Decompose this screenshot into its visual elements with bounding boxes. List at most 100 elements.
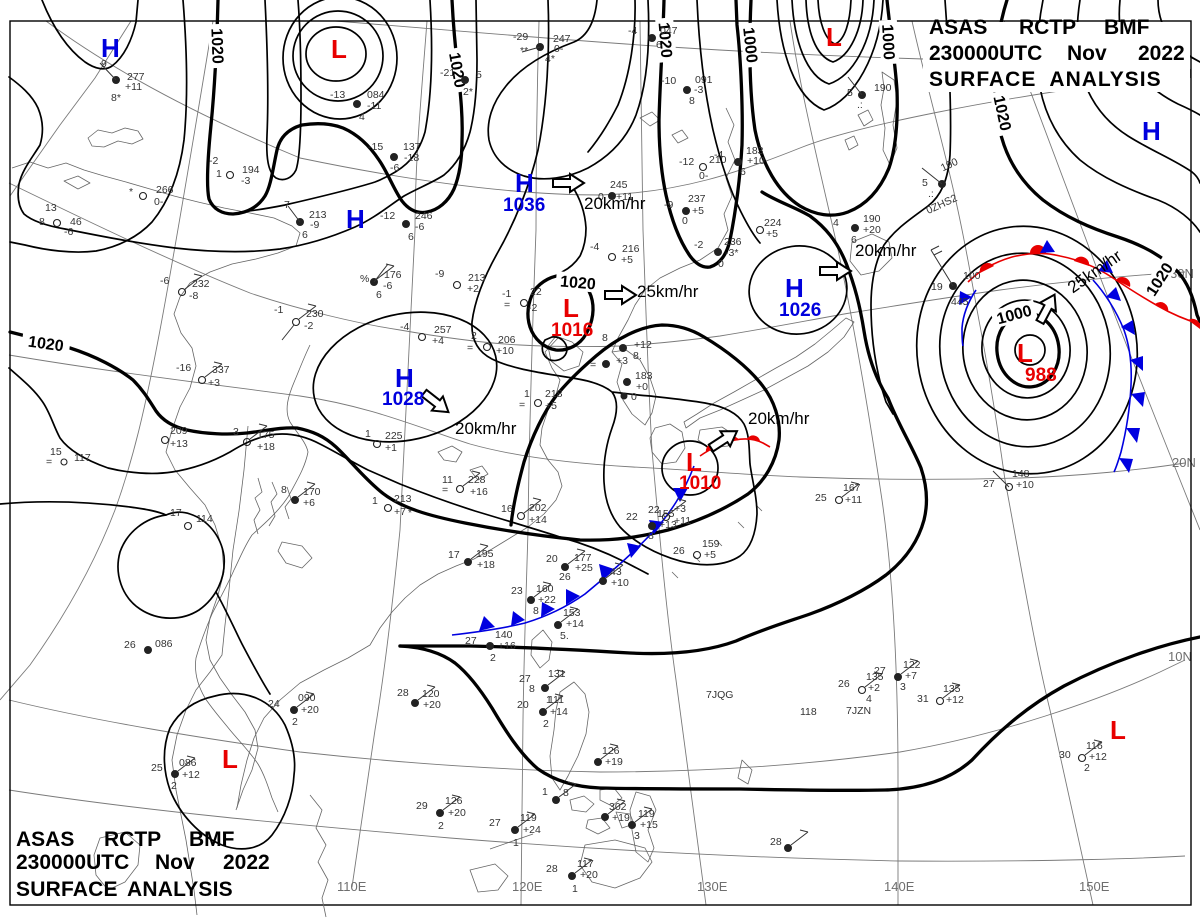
svg-text:8: 8 [563, 787, 569, 799]
svg-text:3: 3 [233, 426, 239, 438]
svg-text:-21: -21 [440, 67, 455, 79]
svg-text:090: 090 [298, 692, 316, 704]
svg-text:L: L [331, 34, 347, 64]
svg-text:194: 194 [242, 164, 260, 176]
svg-text:+3: +3 [208, 377, 220, 389]
svg-text:0: 0 [598, 191, 604, 203]
svg-text:L: L [1017, 338, 1033, 368]
svg-text:177: 177 [574, 552, 592, 564]
svg-text:445: 445 [951, 296, 969, 308]
svg-text:1: 1 [524, 388, 530, 400]
svg-text:120: 120 [422, 688, 440, 700]
svg-text:1020: 1020 [27, 334, 65, 356]
svg-text:27: 27 [489, 817, 501, 829]
svg-text:20km/hr: 20km/hr [748, 409, 810, 428]
svg-text:8*: 8* [111, 92, 121, 104]
svg-text:1026: 1026 [779, 300, 821, 321]
svg-text:*: * [129, 186, 133, 198]
svg-text:170: 170 [303, 486, 321, 498]
svg-text:175: 175 [257, 429, 275, 441]
svg-text:257: 257 [434, 324, 452, 336]
svg-text:28: 28 [397, 687, 409, 699]
svg-text:.:: .: [857, 99, 863, 111]
svg-text:131: 131 [548, 668, 566, 680]
svg-text:126: 126 [602, 745, 620, 757]
svg-text:+7: +7 [394, 506, 406, 518]
svg-text:213: 213 [468, 272, 486, 284]
svg-text:1036: 1036 [503, 195, 545, 216]
svg-text:SURFACE ANALYSIS: SURFACE ANALYSIS [16, 878, 233, 901]
svg-text:RCTP: RCTP [1019, 16, 1076, 39]
svg-text:1: 1 [372, 495, 378, 507]
svg-text:126: 126 [445, 795, 463, 807]
svg-text:27: 27 [465, 635, 477, 647]
svg-text:11: 11 [442, 474, 453, 486]
svg-text:20km/hr: 20km/hr [584, 194, 646, 213]
svg-text:6: 6 [302, 229, 308, 241]
svg-text:167: 167 [843, 482, 861, 494]
svg-text:9: 9 [101, 58, 107, 70]
svg-text:176: 176 [384, 269, 402, 281]
svg-text:+19: +19 [612, 812, 630, 824]
svg-text:+12: +12 [634, 339, 652, 351]
svg-text:2: 2 [1084, 762, 1090, 774]
svg-text:228: 228 [468, 474, 486, 486]
svg-text:+7: +7 [905, 670, 917, 682]
svg-text:086: 086 [155, 638, 173, 650]
svg-text:ASAS: ASAS [929, 16, 987, 39]
svg-text:24: 24 [268, 698, 280, 710]
svg-text:16: 16 [501, 503, 513, 515]
svg-text:2: 2 [490, 652, 496, 664]
svg-text:230: 230 [306, 308, 324, 320]
svg-text:+14: +14 [529, 514, 547, 526]
svg-text:+5: +5 [621, 254, 633, 266]
svg-text:+5: +5 [545, 400, 557, 412]
svg-text:-6: -6 [390, 162, 399, 174]
svg-text:-2: -2 [304, 320, 313, 332]
svg-text:28: 28 [770, 836, 782, 848]
svg-text:6: 6 [740, 166, 746, 178]
svg-text:216: 216 [622, 243, 640, 255]
svg-text:27: 27 [874, 665, 886, 677]
svg-text:22: 22 [530, 286, 542, 298]
svg-text:+19: +19 [605, 756, 623, 768]
svg-text:+12: +12 [182, 769, 200, 781]
svg-text:+20: +20 [301, 704, 319, 716]
svg-text:118: 118 [800, 706, 817, 718]
svg-text:+20: +20 [863, 224, 881, 236]
svg-text:29: 29 [416, 800, 428, 812]
svg-text:+11: +11 [616, 191, 633, 203]
svg-text:2: 2 [471, 330, 477, 342]
svg-text:302: 302 [609, 801, 627, 813]
svg-text:26: 26 [673, 545, 685, 557]
svg-text:2: 2 [543, 718, 549, 730]
svg-text:246: 246 [415, 210, 433, 222]
svg-text:4: 4 [866, 693, 872, 705]
svg-text:3: 3 [900, 681, 906, 693]
svg-text:213: 213 [394, 493, 412, 505]
svg-text:+20: +20 [448, 807, 466, 819]
svg-text:BMF: BMF [189, 828, 235, 851]
svg-text:7JQG: 7JQG [706, 689, 733, 701]
svg-text:150E: 150E [1079, 879, 1110, 894]
svg-text:25: 25 [815, 492, 827, 504]
svg-text:0-: 0- [554, 43, 564, 55]
svg-text:23: 23 [511, 585, 523, 597]
svg-text:0-: 0- [699, 170, 709, 182]
svg-text:190: 190 [863, 213, 881, 225]
svg-text:17: 17 [448, 549, 460, 561]
svg-text:-16: -16 [176, 362, 191, 374]
svg-text:-12: -12 [380, 210, 395, 222]
svg-text:111: 111 [548, 694, 564, 706]
svg-text:-13: -13 [330, 89, 345, 101]
svg-text:1016: 1016 [551, 320, 593, 341]
svg-text:RCTP: RCTP [104, 828, 161, 851]
svg-text:2: 2 [171, 780, 177, 792]
svg-text:+10: +10 [611, 577, 629, 589]
svg-text:1: 1 [513, 837, 519, 849]
svg-text:337: 337 [212, 364, 230, 376]
svg-text:20km/hr: 20km/hr [455, 419, 517, 438]
svg-text:=: = [519, 399, 525, 411]
svg-text:*: * [408, 507, 412, 519]
svg-text:-4: -4 [590, 241, 599, 253]
